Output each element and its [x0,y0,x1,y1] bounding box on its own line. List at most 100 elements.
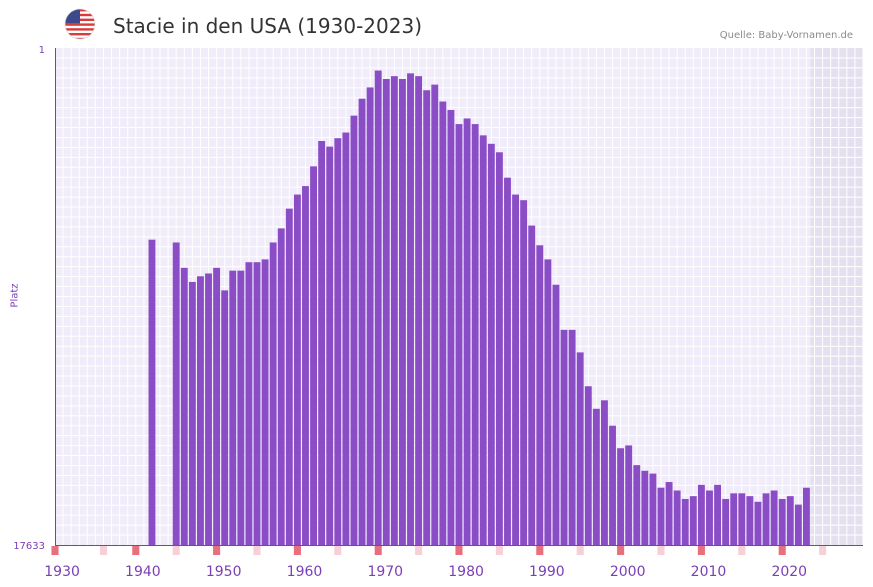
x-tick-label-1990: 1990 [529,564,565,580]
bar-1973 [407,73,414,546]
bar-1955 [261,259,269,545]
bar-1951 [229,270,237,545]
year-marker-1929 [51,546,59,555]
bar-1960 [302,186,309,545]
bar-2007 [681,498,689,545]
bar-1946 [188,281,196,545]
year-marker-light-1944 [172,546,180,555]
bar-2009 [697,484,705,545]
bar-1950 [221,290,229,545]
bar-1949 [213,267,221,545]
year-marker-light-1935 [99,546,108,555]
bar-1976 [431,84,439,545]
bar-1996 [592,408,600,545]
bar-2013 [730,493,738,545]
year-marker-light-2014 [738,546,746,555]
bar-1970 [382,78,390,545]
x-tick-label-1950: 1950 [206,564,242,580]
bar-2002 [641,470,649,545]
bar-1982 [479,135,487,545]
bar-1971 [390,76,398,545]
bar-1989 [536,245,544,546]
bar-1944 [172,242,180,545]
bar-2019 [778,498,786,545]
us-flag-icon [64,8,96,40]
bar-1998 [609,425,616,545]
year-marker-2019 [778,546,786,555]
bar-1991 [552,284,560,545]
bar-1983 [487,143,495,545]
bar-1993 [568,329,576,545]
year-marker-light-1984 [495,546,503,555]
year-marker-light-2024 [819,546,827,555]
bar-1988 [528,225,536,545]
bar-1992 [560,329,568,545]
bar-2018 [770,490,778,545]
bar-1956 [269,242,277,545]
bar-1966 [350,115,358,545]
bar-1941 [148,239,156,545]
year-marker-1989 [536,546,544,555]
year-marker-1979 [455,546,463,555]
bar-2011 [714,484,721,545]
bar-1947 [197,276,204,545]
y-tick-label-bottom: 17633 [13,541,45,552]
bar-1969 [374,70,382,545]
bar-1990 [544,259,552,545]
y-tick-label-top: 1 [39,45,45,56]
bar-2016 [754,501,762,545]
bar-1994 [576,352,584,545]
year-marker-1969 [374,546,382,555]
year-marker-light-1974 [415,546,423,555]
bar-1962 [318,140,326,546]
year-marker-1949 [213,546,221,555]
bar-1968 [366,87,374,546]
bar-2008 [689,496,697,545]
bar-1958 [285,208,293,545]
bar-2006 [673,490,681,545]
bar-1999 [617,448,625,545]
page-title: Stacie in den USA (1930-2023) [113,14,422,38]
source-credit: Quelle: Baby-Vornamen.de [719,30,853,41]
bar-1980 [463,118,471,545]
year-marker-1939 [132,546,140,555]
bar-2004 [657,487,665,545]
bar-1945 [180,267,188,545]
bar-2001 [633,465,641,545]
bar-2003 [649,473,657,545]
x-tick-label-1930: 1930 [44,564,80,580]
bar-2021 [794,504,802,545]
year-marker-light-2004 [657,546,665,555]
bar-1997 [601,400,608,545]
bar-1954 [253,262,261,545]
bar-2017 [762,493,770,545]
bar-1963 [326,146,334,545]
bar-1952 [237,270,245,545]
bar-1953 [245,262,253,545]
bar-2010 [706,490,713,545]
bar-2015 [746,496,754,545]
bar-1981 [471,124,479,545]
bar-1986 [512,194,519,546]
bar-1978 [447,109,455,545]
x-tick-label-1970: 1970 [367,564,403,580]
bar-1965 [342,132,350,545]
bar-1974 [415,76,423,545]
bar-1977 [439,101,447,546]
bar-1957 [277,228,285,545]
year-marker-1999 [617,546,625,555]
x-tick-label-1940: 1940 [125,564,161,580]
bar-1987 [520,200,528,545]
bar-2020 [786,496,794,545]
bar-1995 [584,386,592,545]
x-tick-label-1980: 1980 [448,564,484,580]
bar-2014 [738,493,746,545]
x-tick-label-2010: 2010 [691,564,727,580]
bar-1967 [358,98,366,545]
bar-1985 [504,177,511,545]
year-marker-light-1964 [334,546,342,555]
bar-1975 [423,90,431,545]
bar-1984 [495,152,503,545]
year-marker-1959 [293,546,301,555]
